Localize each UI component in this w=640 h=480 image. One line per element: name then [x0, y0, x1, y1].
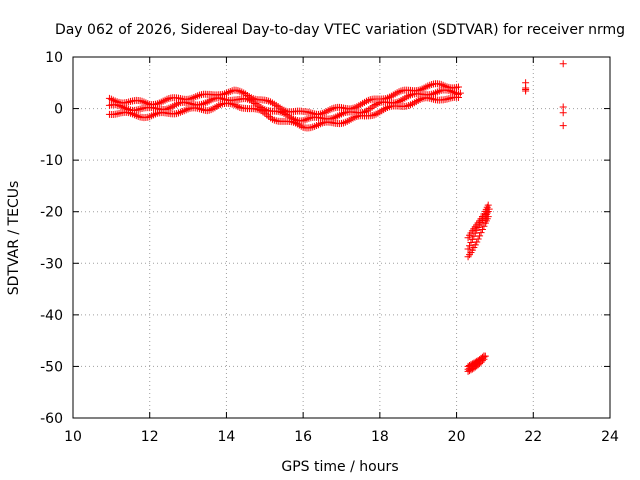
- y-tick-label: 0: [54, 102, 63, 118]
- x-tick-label: 10: [64, 429, 82, 445]
- data-point: [307, 109, 315, 117]
- x-tick-label: 16: [294, 429, 312, 445]
- chart-title: Day 062 of 2026, Sidereal Day-to-day VTE…: [55, 22, 625, 38]
- data-marks: [105, 60, 567, 375]
- data-point: [478, 225, 486, 233]
- data-point: [471, 241, 479, 249]
- data-point: [466, 242, 474, 250]
- data-point: [125, 98, 133, 106]
- data-point: [136, 105, 144, 113]
- x-tick-label: 24: [601, 429, 619, 445]
- x-tick-label: 20: [448, 429, 466, 445]
- plot-frame: [72, 56, 611, 419]
- data-point: [443, 95, 451, 103]
- data-point: [559, 109, 567, 117]
- data-point: [134, 106, 142, 114]
- data-point: [484, 201, 492, 209]
- data-point: [454, 83, 462, 91]
- x-tick-label: 12: [141, 429, 159, 445]
- data-point: [303, 115, 311, 123]
- data-point: [480, 222, 488, 230]
- data-point: [445, 95, 453, 103]
- data-point: [481, 352, 489, 360]
- data-point: [559, 60, 567, 68]
- data-point: [370, 111, 378, 119]
- y-tick-label: -60: [40, 411, 63, 427]
- data-point: [522, 87, 530, 95]
- data-point: [384, 94, 392, 102]
- data-point: [138, 105, 146, 113]
- y-tick-label: -30: [40, 256, 63, 272]
- y-tick-label: -50: [40, 359, 63, 375]
- x-tick-label: 14: [218, 429, 236, 445]
- x-tick-label: 18: [371, 429, 389, 445]
- y-tick-label: -10: [40, 153, 63, 169]
- data-point: [559, 122, 567, 130]
- data-point: [456, 89, 464, 97]
- data-point: [473, 238, 481, 246]
- y-axis-label: SDTVAR / TECUs: [6, 181, 22, 296]
- data-point: [305, 108, 313, 116]
- x-axis-label: GPS time / hours: [281, 459, 398, 475]
- data-point: [341, 118, 349, 126]
- data-point: [464, 245, 472, 253]
- data-point: [351, 104, 359, 112]
- data-point: [477, 229, 485, 237]
- data-point: [265, 97, 273, 105]
- data-point: [474, 235, 482, 243]
- data-point: [467, 239, 475, 247]
- data-point: [476, 232, 484, 240]
- data-point: [485, 205, 493, 213]
- data-point: [207, 106, 215, 114]
- y-tick-label: -40: [40, 308, 63, 324]
- x-tick-label: 22: [524, 429, 542, 445]
- y-tick-label: 10: [45, 50, 63, 66]
- axis-ticks: 10 12 14 16 18 20 22 24 -60 -50 -40 -30 -20 -10 0 10: [40, 50, 619, 445]
- y-tick-label: -20: [40, 205, 63, 221]
